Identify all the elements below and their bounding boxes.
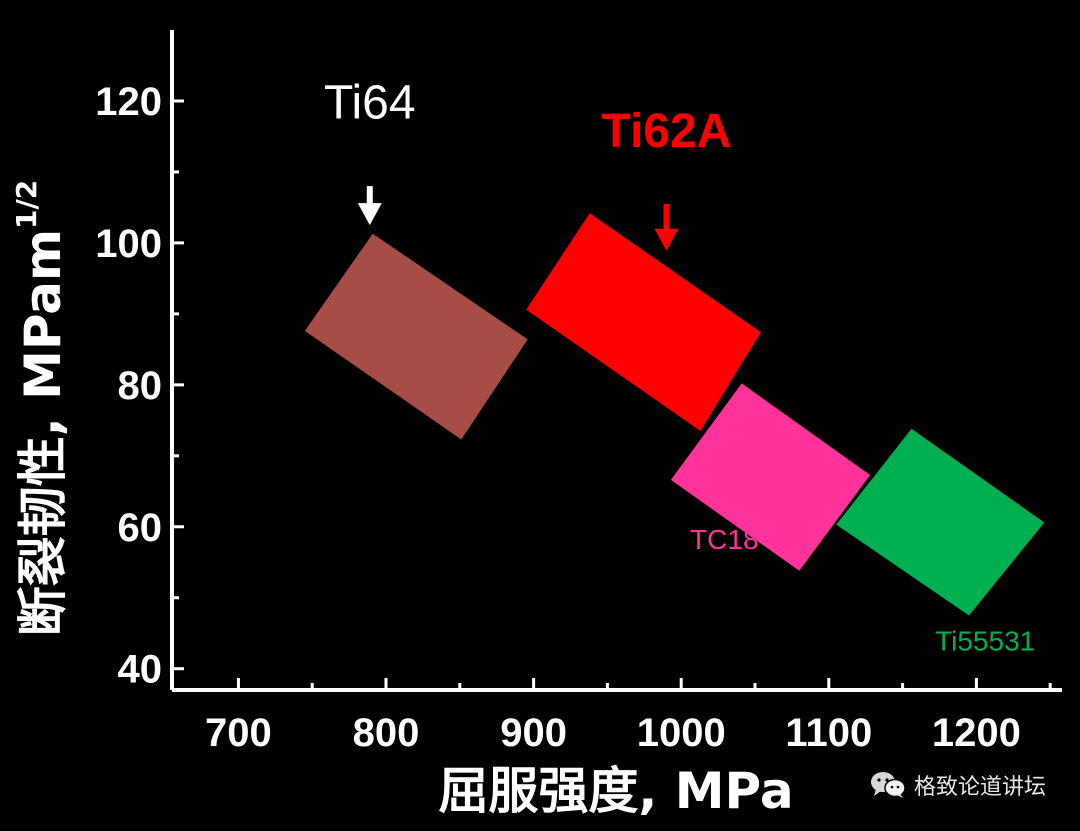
svg-text:断裂韧性, MPam1/2: 断裂韧性, MPam1/2: [10, 180, 72, 637]
y-tick-label: 40: [118, 648, 163, 692]
x-tick-label: 700: [205, 711, 272, 755]
y-axis-title: 断裂韧性, MPam: [14, 229, 72, 636]
region-ti55531: [836, 428, 1045, 616]
x-tick-label: 1000: [637, 711, 726, 755]
x-tick-label: 900: [500, 711, 567, 755]
wechat-icon: [870, 772, 906, 798]
arrow-head-ti64: [357, 203, 382, 226]
region-label-tc18: TC18: [690, 524, 758, 555]
region-ti64: [304, 233, 528, 440]
watermark-text: 格致论道讲坛: [913, 775, 1046, 800]
x-tick-label: 1100: [785, 711, 872, 755]
y-tick-label: 60: [118, 506, 163, 550]
plot-area: Ti64 Ti62A TC18 Ti55531: [304, 77, 1045, 656]
x-tick-label: 800: [353, 711, 420, 755]
region-label-ti64: Ti64: [324, 77, 416, 130]
y-axis-title-superscript: 1/2: [10, 180, 43, 229]
y-tick-label: 120: [95, 80, 162, 124]
y-tick-label: 80: [118, 364, 163, 408]
x-axis-title: 屈服强度, MPa: [438, 762, 793, 820]
region-ti62a: [526, 213, 761, 431]
watermark: 格致论道讲坛: [870, 769, 1046, 801]
y-tick-label: 100: [95, 222, 162, 266]
x-tick-label: 1200: [932, 711, 1021, 755]
region-label-ti55531: Ti55531: [935, 625, 1035, 656]
region-label-ti62a: Ti62A: [602, 105, 732, 158]
region-tc18: [670, 383, 871, 571]
y-axis-title-group: 断裂韧性, MPam1/2: [10, 180, 72, 637]
arrow-head-ti62a: [654, 228, 679, 251]
axes: 700 800 900 1000 1100 1200 40 60 80 100 120: [95, 30, 1062, 755]
